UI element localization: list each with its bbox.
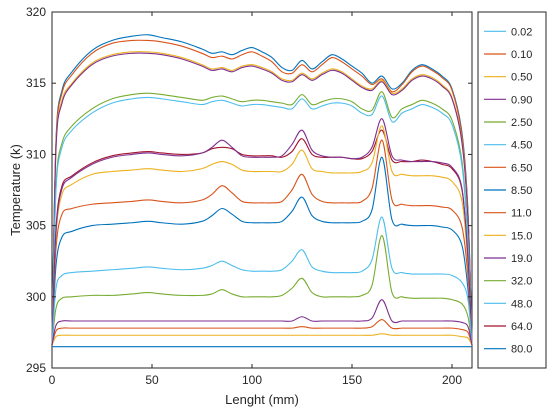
x-tick-label: 50: [145, 373, 159, 387]
y-tick-label: 295: [26, 361, 46, 375]
legend-label: 19.0: [511, 253, 532, 265]
legend-label: 48.0: [511, 298, 532, 310]
legend-label: 0.50: [511, 72, 532, 84]
legend-label: 6.50: [511, 162, 532, 174]
legend-label: 64.0: [511, 321, 532, 333]
legend-label: 2.50: [511, 117, 532, 129]
series-line-13: [51, 216, 473, 346]
y-tick-label: 305: [26, 219, 46, 233]
series-line-14: [51, 319, 473, 346]
legend-label: 80.0: [511, 344, 532, 356]
series-line-11: [51, 118, 473, 346]
series-line-16: [51, 299, 473, 346]
series-line-9: [51, 139, 473, 346]
legend-label: 11.0: [511, 208, 532, 220]
legend-label: 0.90: [511, 94, 532, 106]
legend-label: 8.50: [511, 185, 532, 197]
series-line-4: [51, 52, 473, 346]
series-line-12: [51, 235, 473, 346]
x-tick-label: 150: [342, 373, 362, 387]
legend-label: 0.02: [511, 26, 532, 38]
y-tick-label: 320: [26, 5, 46, 19]
x-axis-label: Lenght (mm): [225, 392, 299, 407]
series-line-2: [51, 39, 473, 346]
legend-label: 4.50: [511, 140, 532, 152]
series-line-8: [51, 156, 473, 346]
series-line-3: [51, 51, 473, 346]
x-tick-label: 100: [242, 373, 262, 387]
legend-label: 0.10: [511, 49, 532, 61]
series-line-15: [51, 333, 473, 346]
axis-layer: 0 50 100 150 200 295 300 305 310 315 320: [26, 5, 472, 387]
plot-area: [51, 11, 473, 369]
series-line-6: [51, 95, 473, 346]
y-axis-label: Temperature (k): [8, 144, 23, 236]
y-tick-label: 315: [26, 76, 46, 90]
x-tick-label: 200: [442, 373, 462, 387]
legend-label: 32.0: [511, 276, 532, 288]
series-line-5: [51, 91, 473, 346]
series-line-7: [51, 129, 473, 346]
x-tick-label: 0: [49, 373, 56, 387]
series-line-10: [51, 125, 473, 346]
y-tick-label: 310: [26, 147, 46, 161]
series-line-1: [51, 34, 473, 346]
legend-layer: 0.02 0.10 0.50 0.90 2.50 4.50 6.50 8.50 11.0 15.0…: [484, 26, 532, 356]
series-layer: [51, 34, 473, 348]
legend-label: 15.0: [511, 230, 532, 242]
y-tick-label: 300: [26, 290, 46, 304]
